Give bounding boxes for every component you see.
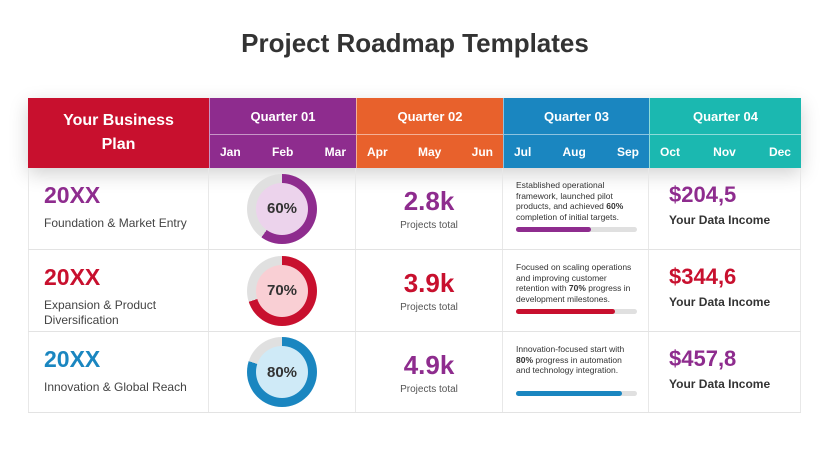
quarter-02-header: Quarter 02 Apr May Jun: [356, 98, 503, 168]
description-cell: Focused on scaling operations and improv…: [503, 250, 649, 331]
projects-label: Projects total: [400, 302, 458, 313]
phase-year: 20XX: [44, 346, 101, 372]
quarter-04-header: Quarter 04 Oct Nov Dec: [649, 98, 801, 168]
roadmap-header: Your Business Plan Quarter 01 Jan Feb Ma…: [28, 98, 801, 168]
phase-cell: 20XX Innovation & Global Reach: [28, 332, 209, 412]
month-label: Dec: [768, 144, 791, 159]
month-label: Mar: [324, 144, 346, 159]
projects-cell: 3.9k Projects total: [356, 250, 503, 331]
phase-description: Focused on scaling operations and improv…: [516, 262, 638, 305]
income-label: Your Data Income: [669, 377, 771, 391]
roadmap-row: 20XX Innovation & Global Reach 80% 4.9k …: [28, 332, 801, 413]
month-label: Jun: [471, 144, 493, 159]
income-cell: $457,8 Your Data Income: [649, 332, 801, 412]
quarter-01-header: Quarter 01 Jan Feb Mar: [209, 98, 356, 168]
month-label: Jul: [514, 144, 532, 159]
income-value: $457,8: [669, 346, 737, 371]
progress-percent: 60%: [256, 182, 308, 235]
phase-name: Expansion & Product Diversification: [44, 298, 157, 327]
progress-bar: [516, 227, 637, 232]
projects-value: 3.9k: [403, 268, 455, 298]
phase-year: 20XX: [44, 182, 101, 208]
progress-bar-fill: [516, 309, 616, 314]
business-plan-header: Your Business Plan: [28, 98, 209, 168]
description-text: Focused on scaling operations and improv…: [516, 262, 632, 293]
progress-donut: 60%: [247, 173, 317, 244]
phase-cell: 20XX Expansion & Product Diversification: [28, 250, 209, 331]
month-label: Apr: [367, 144, 388, 159]
month-label: May: [417, 144, 442, 159]
projects-cell: 4.9k Projects total: [356, 332, 503, 412]
description-highlight: 70%: [568, 283, 586, 293]
projects-value: 4.9k: [403, 350, 455, 380]
roadmap-row: 20XX Foundation & Market Entry 60% 2.8k …: [28, 168, 801, 250]
month-label: Oct: [660, 144, 681, 159]
quarter-02-label: Quarter 02: [357, 98, 503, 135]
description-highlight: 60%: [606, 201, 624, 211]
description-text: progress in development milestones.: [516, 283, 631, 304]
phase-description: Established operational framework, launc…: [516, 180, 638, 223]
description-text: completion of initial targets.: [516, 211, 619, 222]
projects-label: Projects total: [400, 384, 458, 395]
quarter-03-header: Quarter 03 Jul Aug Sep: [503, 98, 649, 168]
progress-bar-fill: [516, 391, 623, 396]
progress-bar: [516, 391, 637, 396]
income-value: $344,6: [669, 264, 737, 289]
quarter-03-label: Quarter 03: [504, 98, 649, 135]
phase-name: Innovation & Global Reach: [44, 380, 187, 394]
description-cell: Innovation-focused start with 80% progre…: [503, 332, 649, 412]
income-label: Your Data Income: [669, 213, 771, 227]
progress-percent: 70%: [256, 264, 308, 317]
month-label: Aug: [562, 144, 586, 159]
roadmap-rows: 20XX Foundation & Market Entry 60% 2.8k …: [28, 168, 801, 413]
income-label: Your Data Income: [669, 295, 771, 309]
quarter-01-label: Quarter 01: [210, 98, 356, 135]
income-value: $204,5: [669, 182, 737, 207]
quarter-01-months: Jan Feb Mar: [210, 135, 356, 168]
quarter-04-label: Quarter 04: [650, 98, 801, 135]
description-text: progress in automation and technology in…: [516, 354, 622, 376]
description-text: Innovation-focused start with: [516, 344, 625, 354]
progress-donut: 80%: [247, 337, 317, 407]
progress-donut: 70%: [247, 255, 317, 326]
projects-value: 2.8k: [403, 186, 455, 216]
description-highlight: 80%: [516, 354, 534, 365]
progress-cell: 70%: [209, 250, 356, 331]
projects-label: Projects total: [400, 220, 458, 231]
progress-bar-fill: [516, 227, 592, 232]
phase-description: Innovation-focused start with 80% progre…: [516, 344, 638, 387]
phase-year: 20XX: [44, 264, 101, 290]
description-cell: Established operational framework, launc…: [503, 168, 649, 249]
income-cell: $344,6 Your Data Income: [649, 250, 801, 331]
description-text: Established operational framework, launc…: [516, 180, 613, 211]
quarter-03-months: Jul Aug Sep: [504, 135, 649, 168]
income-cell: $204,5 Your Data Income: [649, 168, 801, 249]
month-label: Sep: [616, 144, 639, 159]
progress-cell: 80%: [209, 332, 356, 412]
quarter-02-months: Apr May Jun: [357, 135, 503, 168]
progress-bar: [516, 309, 637, 314]
month-label: Nov: [713, 144, 736, 159]
phase-cell: 20XX Foundation & Market Entry: [28, 168, 209, 249]
roadmap-row: 20XX Expansion & Product Diversification…: [28, 250, 801, 332]
month-label: Feb: [272, 144, 294, 159]
month-label: Jan: [220, 144, 241, 159]
progress-cell: 60%: [209, 168, 356, 249]
phase-name: Foundation & Market Entry: [44, 216, 187, 230]
page-title: Project Roadmap Templates: [241, 28, 589, 58]
projects-cell: 2.8k Projects total: [356, 168, 503, 249]
quarter-04-months: Oct Nov Dec: [650, 135, 801, 168]
progress-percent: 80%: [256, 346, 308, 398]
